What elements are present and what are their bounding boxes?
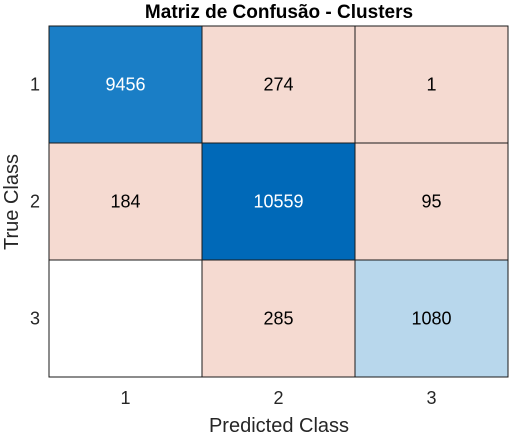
y-axis-ticks: 1 2 3	[30, 75, 40, 329]
x-tick-label-2: 2	[273, 388, 283, 408]
x-axis-ticks: 1 2 3	[120, 388, 436, 408]
heatmap-cell-1-1	[48, 25, 203, 144]
x-tick-label-3: 3	[426, 388, 436, 408]
heatmap-cell-2-2	[201, 142, 356, 261]
y-tick-label-3: 3	[30, 309, 40, 329]
cell-value-2-2: 10559	[253, 192, 303, 212]
x-axis-label: Predicted Class	[209, 415, 349, 434]
cell-value-3-3: 1080	[411, 309, 451, 329]
heatmap-cell-2-1	[48, 142, 203, 261]
chart-title: Matriz de Confusão - Clusters	[145, 2, 413, 23]
y-tick-label-2: 2	[30, 192, 40, 212]
cell-value-1-3: 1	[426, 75, 436, 95]
cell-value-2-1: 184	[110, 192, 140, 212]
heatmap-cells	[48, 25, 509, 378]
cell-value-1-1: 9456	[105, 75, 145, 95]
heatmap-cell-2-3	[354, 142, 509, 261]
heatmap-cell-1-2	[201, 25, 356, 144]
cell-value-1-2: 274	[263, 75, 293, 95]
y-axis-label: True Class	[1, 154, 23, 250]
heatmap-cell-labels: 9456 274 1 184 10559 95 285 1080	[105, 75, 451, 329]
x-tick-label-1: 1	[120, 388, 130, 408]
cell-value-3-2: 285	[263, 309, 293, 329]
heatmap-cell-3-1	[48, 259, 203, 378]
heatmap-cell-3-2	[201, 259, 356, 378]
heatmap-cell-3-3	[354, 259, 509, 378]
heatmap-cell-1-3	[354, 25, 509, 144]
cell-value-2-3: 95	[421, 192, 441, 212]
y-tick-label-1: 1	[30, 75, 40, 95]
